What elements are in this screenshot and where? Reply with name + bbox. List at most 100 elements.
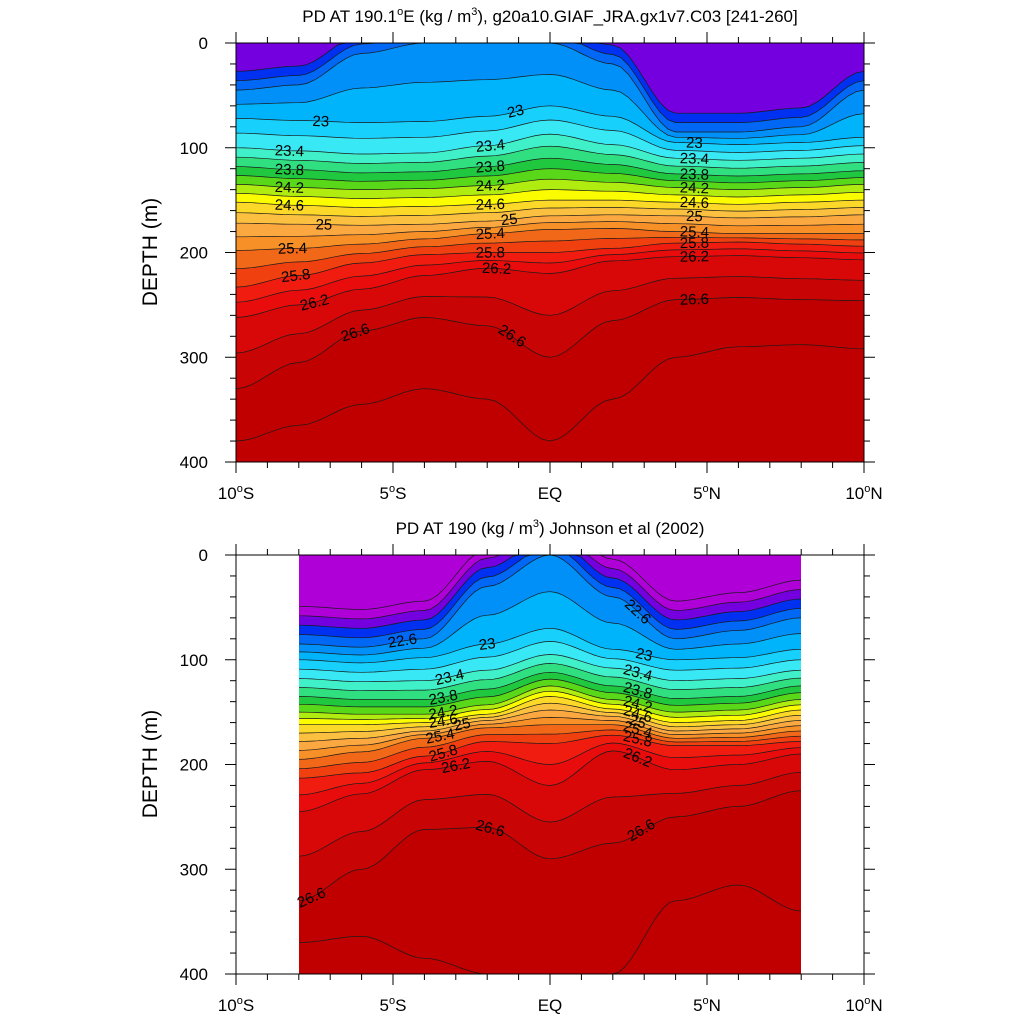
bottom-contour-24 (299, 678, 801, 708)
top-contour-label: 23.4 (475, 136, 506, 156)
top-band-22.2 (236, 43, 864, 114)
top-contour-label: 25 (686, 208, 703, 226)
bottom-contour-22.2 (299, 555, 801, 629)
bottom-contour-23.8 (299, 671, 801, 700)
top-contour-label: 25.8 (280, 266, 311, 286)
top-contour-label: 24.2 (274, 179, 304, 197)
top-contour-22.6 (236, 43, 864, 133)
top-contour-22.2 (236, 43, 864, 114)
top-chart-title: PD AT 190.1oE (kg / m3), g20a10.GIAF_JRA… (302, 6, 797, 26)
top-contour-fill (236, 43, 864, 462)
bottom-contour-25 (299, 709, 801, 742)
bottom-contour-label: 26.6 (474, 817, 507, 841)
bottom-contour-26.4 (299, 772, 801, 857)
bottom-contour-label: 25.4 (424, 725, 456, 747)
bottom-contour-22.8 (299, 591, 801, 656)
bottom-contour-22.4 (299, 555, 801, 639)
bottom-contour-23.4 (299, 654, 801, 683)
top-y-axis-label: DEPTH (m) (139, 198, 162, 307)
bottom-y-axis-label: DEPTH (m) (139, 710, 162, 819)
top-contour-label: 23.8 (680, 166, 710, 184)
bottom-contour-25.2 (299, 717, 801, 751)
bottom-x-tick-label: EQ (538, 996, 563, 1015)
top-contour-26.6 (236, 297, 864, 390)
bottom-y-tick-label: 100 (180, 651, 208, 670)
top-contour-label: 23 (506, 101, 526, 121)
bottom-contour-fill (299, 555, 801, 974)
top-contour-25.2 (236, 221, 864, 238)
top-x-tick-label: 5oS (380, 483, 407, 503)
top-contour-label: 25.8 (680, 235, 709, 253)
bottom-contour-24.4 (299, 690, 801, 720)
bottom-y-tick-label: 400 (180, 965, 208, 984)
top-contour-label: 23 (686, 135, 703, 153)
bottom-x-tick-label: 10oS (218, 995, 254, 1015)
bottom-contour-21.8 (299, 555, 801, 610)
top-contour-label: 25.4 (278, 240, 308, 258)
top-contour-label: 26.2 (482, 260, 512, 278)
top-contour-25.8 (236, 241, 864, 288)
bottom-contour-label: 25 (452, 715, 472, 735)
top-chart-panel: PD AT 190.1oE (kg / m3), g20a10.GIAF_JRA… (139, 6, 883, 503)
top-contour-23.8 (236, 157, 864, 177)
bottom-x-tick-label: 5oS (380, 995, 407, 1015)
top-x-tick-label: 10oN (845, 483, 882, 503)
top-contour-label: 26.2 (680, 248, 709, 266)
top-contour-26.4 (236, 276, 864, 354)
top-contour-24.2 (236, 178, 864, 190)
top-contour-23.4 (236, 133, 864, 161)
bottom-contour-24.6 (299, 696, 801, 726)
bottom-contour-22.6 (299, 555, 801, 648)
top-contour-23.6 (236, 145, 864, 169)
bottom-contour-label: 25.8 (622, 728, 654, 751)
top-contour-25.4 (236, 228, 864, 251)
bottom-contour-label: 23 (634, 645, 654, 665)
top-contour-label: 25.4 (475, 225, 505, 243)
top-x-tick-label: 5oN (693, 483, 721, 503)
top-contour-lines (236, 43, 864, 442)
top-x-tick-label: EQ (538, 484, 563, 503)
top-contour-26 (236, 248, 864, 303)
bottom-y-tick-label: 200 (180, 756, 208, 775)
top-contour-label: 23.4 (680, 150, 710, 168)
top-x-tick-label: 10oS (218, 483, 254, 503)
top-contour-label: 23 (312, 113, 329, 131)
bottom-band-21.8 (299, 555, 801, 610)
bottom-contour-label: 23.4 (433, 666, 465, 689)
top-axes: 10oS 5oS EQ 5oN 10oN 0 100 200 300 400 (180, 32, 883, 503)
bottom-contour-label: 25 (627, 711, 648, 732)
bottom-y-tick-label: 0 (199, 546, 208, 565)
top-contour-26.2 (236, 255, 864, 318)
top-contour-24.6 (236, 199, 864, 208)
bottom-contour-label: 26.2 (440, 755, 472, 777)
bottom-contour-25.4 (299, 724, 801, 760)
top-contour-26.8 (236, 344, 864, 442)
bottom-contour-24.2 (299, 685, 801, 715)
top-contour-label: 25.4 (680, 223, 710, 241)
top-contour-24.8 (236, 207, 864, 217)
bottom-contour-lines (299, 555, 801, 974)
top-contour-label: 25 (500, 211, 518, 230)
top-contour-25.6 (236, 236, 864, 270)
bottom-axes: 10oS 5oS EQ 5oN 10oN 0 100 200 300 400 (180, 544, 883, 1015)
bottom-contour-26.8 (299, 884, 801, 974)
top-contour-label: 24.2 (475, 177, 505, 195)
bottom-contour-26.6 (299, 790, 801, 902)
top-y-tick-label: 200 (180, 244, 208, 263)
bottom-chart-title: PD AT 190 (kg / m3) Johnson et al (2002) (396, 518, 705, 538)
top-contour-24 (236, 168, 864, 184)
top-contour-24.4 (236, 189, 864, 199)
top-contour-label: 24.6 (274, 197, 304, 215)
bottom-contour-23 (299, 627, 801, 664)
bottom-contour-label: 23 (478, 635, 497, 654)
top-y-tick-label: 400 (180, 453, 208, 472)
bottom-x-tick-label: 5oN (693, 995, 721, 1015)
bottom-contour-25.8 (299, 734, 801, 779)
top-contour-22.4 (236, 43, 864, 123)
bottom-contour-26.2 (299, 750, 801, 812)
bottom-contour-26 (299, 742, 801, 796)
top-contour-label: 25.8 (476, 244, 505, 261)
top-contour-label: 24.6 (475, 196, 505, 214)
bottom-contour-23.6 (299, 663, 801, 692)
